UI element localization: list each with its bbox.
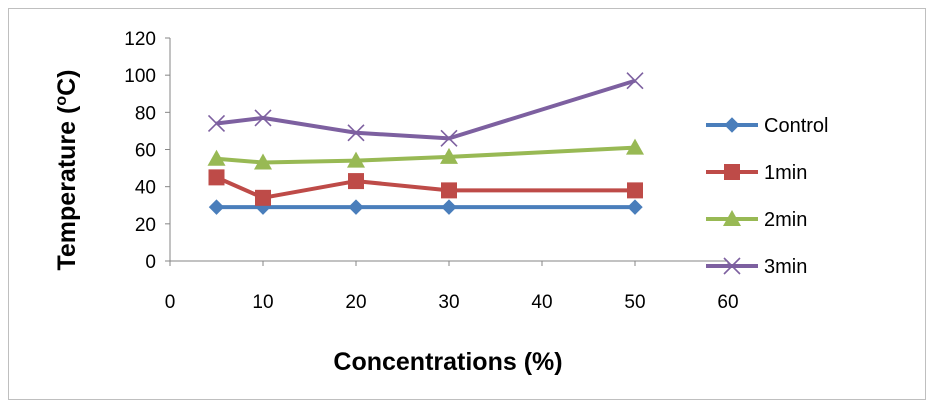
y-tick-label: 60 [135,141,156,162]
x-tick-label: 40 [531,292,552,313]
legend-label: 2min [764,209,807,231]
data-point-1min [627,182,643,199]
legend-label: Control [764,115,828,137]
data-point-3min-stroke [207,114,226,133]
data-point-control [627,199,643,215]
data-point-2min [440,147,458,164]
y-tick-label: 20 [135,215,156,236]
x-tick-label: 20 [345,292,366,313]
legend-marker-2min [723,210,741,226]
legend: Control 1min 2min 3min [706,115,828,278]
x-axis-title: Concentrations (%) [333,348,562,376]
x-tick-label: 60 [717,292,738,313]
data-point-3min-stroke [440,129,458,147]
data-point-2min [254,153,272,170]
data-point-2min [207,149,226,166]
series-lines [207,72,644,215]
data-point-2min [626,138,644,155]
axes: 0 20 40 60 80 100 120 0 10 20 30 40 50 60 [124,29,738,313]
y-tick-label: 40 [135,178,156,199]
legend-marker-1min [724,164,740,180]
legend-item-control: Control [706,115,828,137]
data-point-1min [208,169,225,186]
legend-marker-control [724,117,740,133]
y-axis-title-main: Temperature ( [53,105,81,271]
data-point-control [348,199,364,215]
data-point-3min [626,72,644,90]
legend-item-3min: 3min [706,256,807,278]
chart-frame [8,8,926,400]
y-tick-label: 120 [124,29,156,50]
data-point-1min [348,173,364,190]
series-line-1min [215,175,635,200]
data-point-3min [440,129,458,147]
series-line-2min [216,145,636,165]
x-tick-label: 30 [438,292,459,313]
legend-label: 1min [764,162,807,184]
data-point-control [208,199,225,215]
y-tick-label: 100 [124,66,156,87]
data-point-3min-stroke [254,109,272,127]
data-point-3min [347,124,365,142]
data-point-1min [441,182,457,199]
data-point-3min-stroke [626,72,644,90]
data-point-control [441,199,457,215]
data-point-3min-stroke [347,124,365,142]
series-line-3min [216,78,636,141]
x-tick-label: 0 [165,292,176,313]
y-tick-label: 80 [135,103,156,124]
x-tick-label: 10 [252,292,273,313]
data-point-3min [207,114,226,133]
data-point-1min [255,189,271,206]
y-tick-label: 0 [145,252,156,273]
x-tick-label: 50 [624,292,645,313]
data-point-2min [347,151,365,168]
legend-marker-3min-stroke [723,257,741,275]
data-point-3min [254,109,272,127]
y-axis-title-unit: C) [53,69,81,95]
legend-item-2min: 2min [706,209,807,231]
legend-marker-3min [723,257,741,275]
y-axis-title: Temperature (oC) [53,69,81,270]
y-axis-title-superscript: o [53,96,70,106]
legend-label: 3min [764,256,807,278]
legend-item-1min: 1min [706,162,807,184]
